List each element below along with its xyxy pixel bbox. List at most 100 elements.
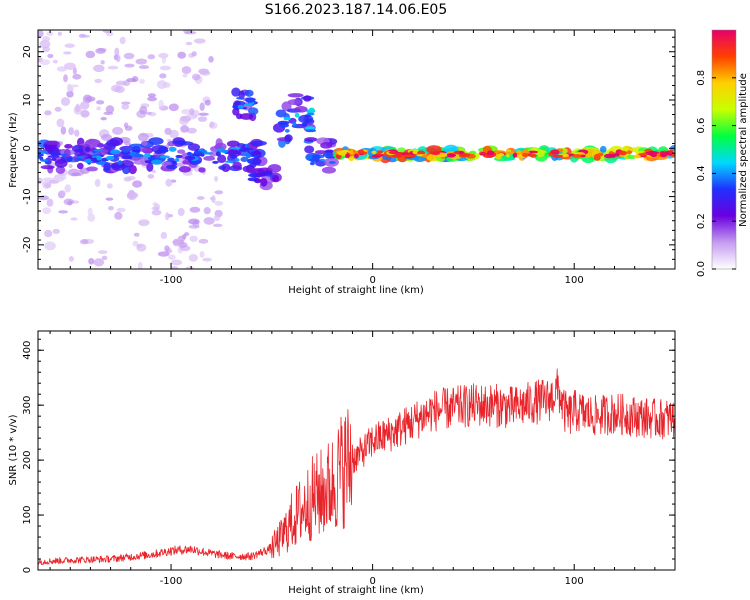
heatmap-cell: [132, 154, 144, 158]
heatmap-cell: [76, 156, 86, 159]
heatmap-cell: [585, 153, 592, 158]
heatmap-cell: [189, 108, 195, 116]
snr-frame: [37, 330, 676, 571]
heatmap-cell: [38, 153, 42, 159]
heatmap-cell: [139, 78, 145, 84]
heatmap-cell: [179, 117, 189, 126]
heatmap-cell: [231, 87, 241, 97]
heatmap-cell: [314, 150, 327, 155]
heatmap-cell: [238, 147, 249, 152]
heatmap-cell: [234, 158, 240, 162]
heatmap-cell: [505, 151, 515, 155]
heatmap-cell: [201, 150, 208, 154]
heatmap-cell: [232, 161, 242, 170]
heatmap-cell: [177, 149, 186, 154]
heatmap-cell: [403, 154, 414, 158]
heatmap-cell: [168, 103, 179, 112]
colorbar-tick-label: 0.6: [696, 118, 707, 134]
heatmap-cell: [58, 210, 69, 214]
colorbar-tick-label: 0.2: [696, 213, 707, 229]
heatmap-cell: [304, 126, 316, 130]
heatmap-cell: [105, 105, 115, 114]
heatmap-cell: [135, 58, 148, 65]
heatmap-cell: [157, 251, 170, 257]
heatmap-cell: [199, 251, 205, 258]
heatmap-cell: [260, 177, 268, 187]
heatmap-cell: [375, 153, 384, 156]
heatmap-cell: [53, 174, 65, 183]
heatmap-cell: [550, 149, 560, 155]
heatmap-cell: [75, 157, 82, 161]
heatmap-cell: [39, 39, 51, 49]
heatmap-cell: [214, 200, 224, 206]
heatmap-cell: [194, 150, 204, 155]
heatmap-cell: [116, 207, 126, 213]
snr-y-axis-label: SNR (10 * v/v): [8, 414, 19, 485]
snr-y-ticks: 0 100 200 300 400: [22, 338, 675, 573]
heatmap-cell: [127, 175, 136, 181]
heatmap-cell: [185, 41, 193, 46]
heatmap-cell: [63, 51, 72, 55]
heatmap-cell: [44, 140, 60, 146]
spectrogram-x-axis-label: Height of straight line (km): [288, 285, 424, 296]
heatmap-cell: [80, 109, 90, 118]
heatmap-cell: [47, 53, 54, 59]
heatmap-cell: [95, 48, 106, 54]
heatmap-cell: [603, 153, 614, 159]
heatmap-cell: [60, 126, 67, 135]
heatmap-cell: [320, 158, 326, 162]
heatmap-cell: [151, 206, 160, 211]
heatmap-cell: [187, 151, 192, 156]
heatmap-cell: [486, 150, 495, 156]
heatmap-cell: [161, 54, 167, 64]
heatmap-cell: [349, 149, 354, 155]
heatmap-layer: [38, 30, 675, 269]
heatmap-cell: [66, 90, 74, 98]
heatmap-cell: [572, 154, 583, 158]
snr-y-tick-label: 100: [22, 506, 33, 525]
heatmap-cell: [178, 165, 191, 173]
heatmap-cell: [321, 166, 337, 174]
heatmap-cell: [634, 154, 641, 159]
heatmap-cell: [64, 144, 73, 149]
heatmap-cell: [303, 95, 312, 102]
heatmap-cell: [79, 101, 90, 110]
heatmap-cell: [175, 157, 180, 163]
heatmap-cell: [60, 97, 71, 106]
heatmap-cell: [71, 144, 86, 153]
heatmap-cell: [284, 128, 290, 133]
heatmap-cell: [461, 153, 469, 158]
colorbar-frame: [711, 29, 737, 270]
heatmap-cell: [109, 149, 121, 155]
heatmap-cell: [158, 146, 169, 152]
heatmap-cell: [94, 78, 103, 84]
heatmap-cell: [266, 174, 276, 177]
heatmap-cell: [287, 99, 302, 106]
heatmap-cell: [101, 255, 108, 261]
heatmap-cell: [115, 54, 121, 63]
heatmap-cell: [64, 43, 76, 48]
heatmap-cell: [650, 153, 658, 158]
heatmap-cell: [529, 153, 537, 158]
heatmap-cell: [185, 266, 195, 269]
spectrogram-y-tick-label: -20: [22, 237, 33, 253]
heatmap-cell: [191, 73, 201, 81]
snr-y-tick-label: 200: [22, 451, 33, 470]
heatmap-cell: [345, 153, 350, 159]
heatmap-cell: [630, 147, 637, 153]
spectrogram-y-tick-label: -10: [22, 188, 33, 204]
heatmap-cell: [203, 155, 216, 161]
spectrogram-x-tick-label: -100: [160, 275, 183, 286]
heatmap-cell: [93, 149, 103, 152]
heatmap-cell: [44, 229, 53, 238]
heatmap-cell: [236, 96, 243, 100]
heatmap-cell: [141, 140, 148, 146]
heatmap-cell: [230, 146, 241, 150]
heatmap-cell: [100, 133, 113, 141]
heatmap-cell: [357, 149, 365, 155]
heatmap-cell: [180, 125, 189, 133]
heatmap-cell: [277, 120, 290, 125]
heatmap-cell: [212, 223, 223, 228]
heatmap-cell: [140, 156, 150, 167]
heatmap-cell: [93, 258, 105, 267]
